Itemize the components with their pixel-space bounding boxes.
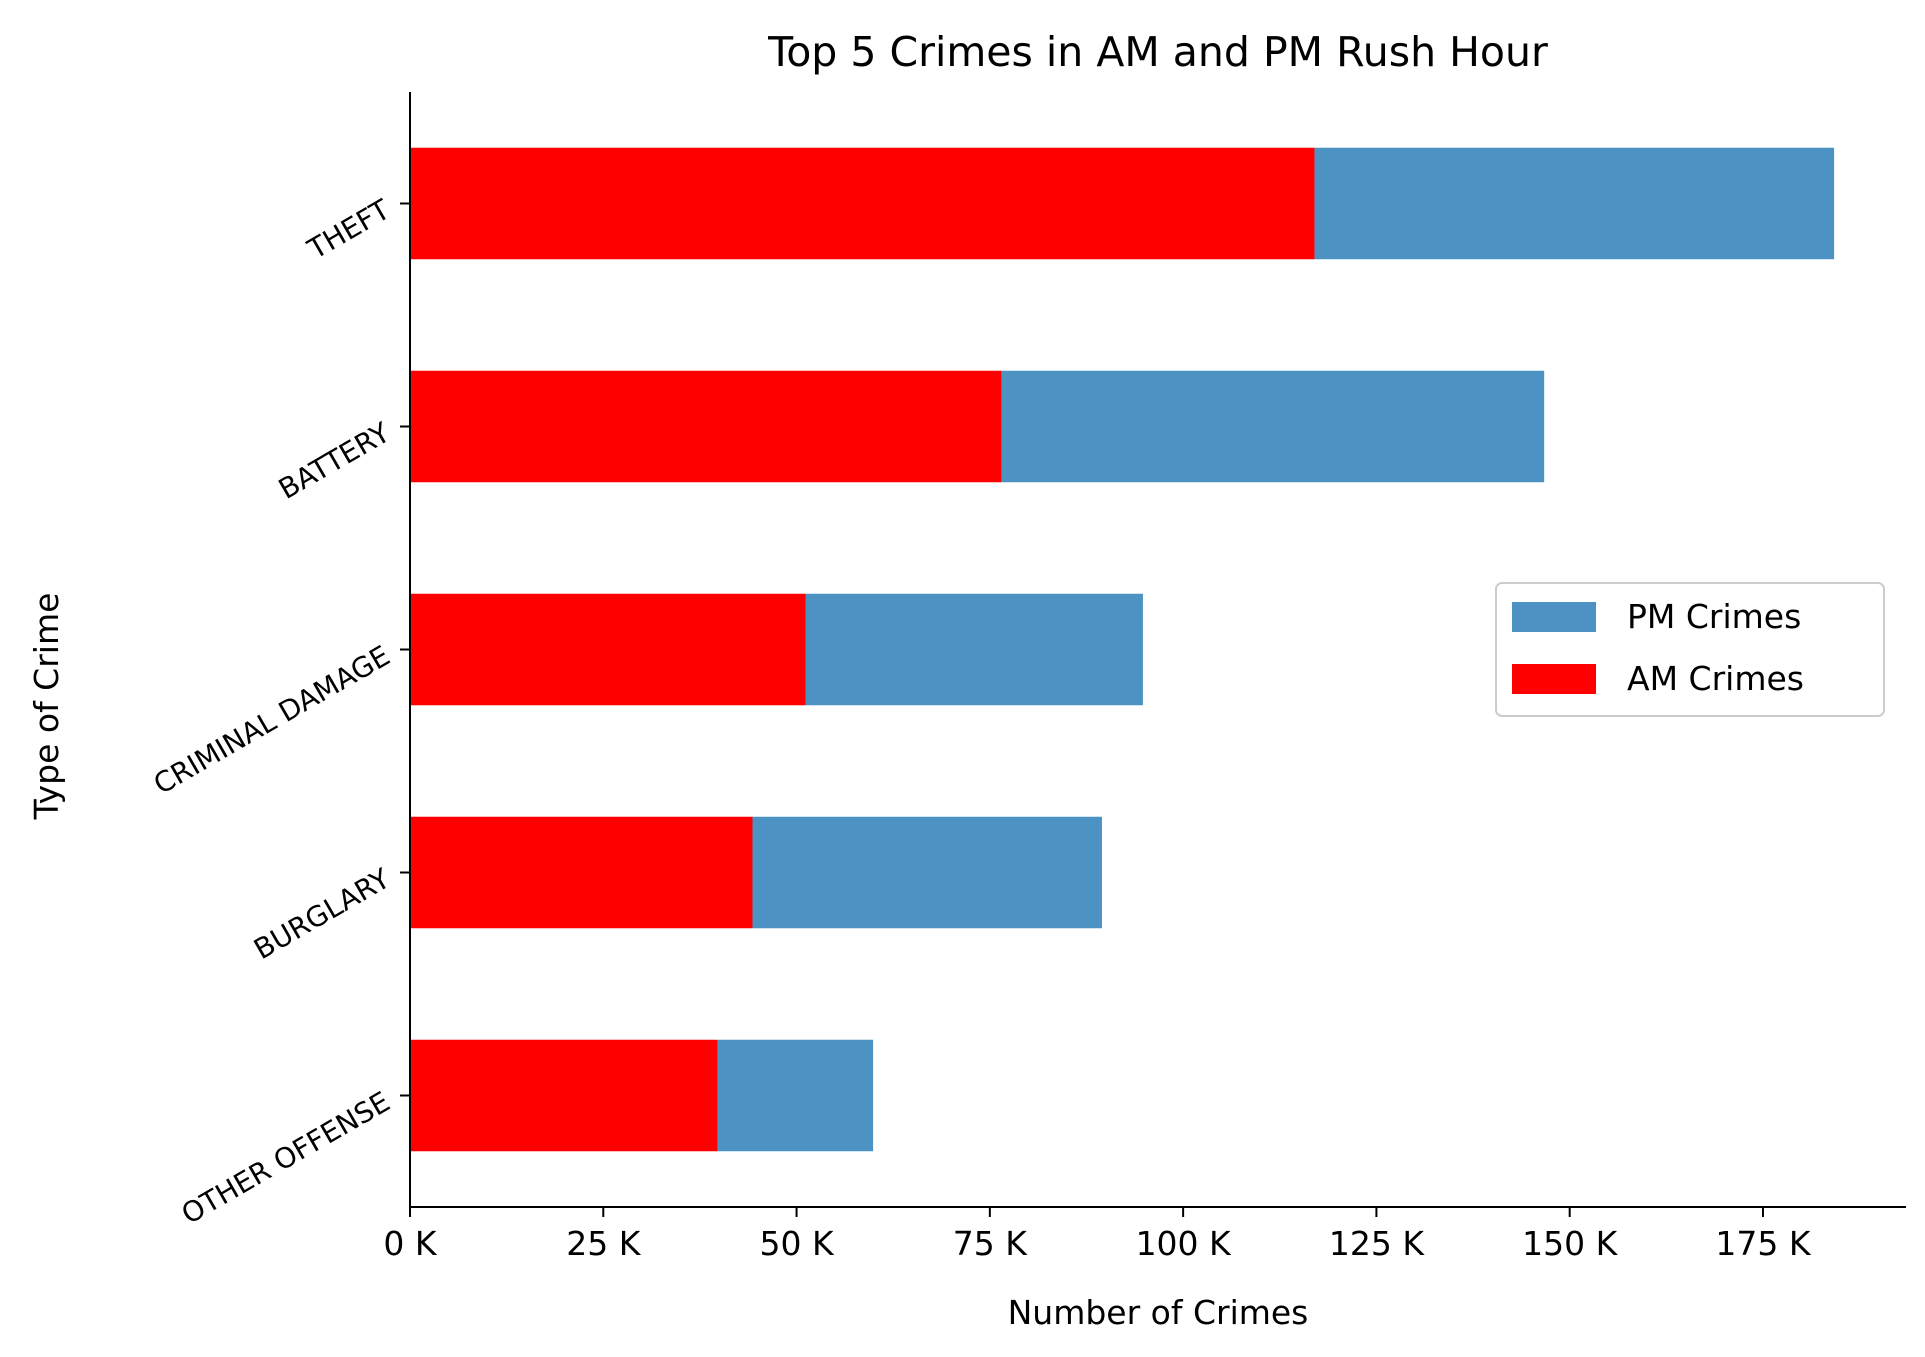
y-ticks-group: THEFT BATTERY CRIMINAL DAMAGE BURGLARY OTHER…	[148, 193, 410, 1231]
bar-pm-crimes-other-offense	[717, 1039, 874, 1152]
x-tick-label: 0 K	[383, 1224, 437, 1263]
legend-swatch-pm-crimes	[1512, 602, 1596, 632]
x-tick-label: 175 K	[1715, 1224, 1811, 1263]
bar-pm-crimes-battery	[1001, 370, 1545, 483]
y-tick-label: BURGLARY	[248, 862, 396, 967]
bar-pm-crimes-burglary	[752, 816, 1102, 929]
bar-am-crimes-burglary	[410, 816, 753, 929]
bar-am-crimes-other-offense	[410, 1039, 718, 1152]
bar-pm-crimes-criminal-damage	[805, 593, 1143, 706]
x-axis-label: Number of Crimes	[1008, 1293, 1309, 1332]
x-tick-label: 125 K	[1329, 1224, 1425, 1263]
legend: PM Crimes AM Crimes	[1495, 582, 1885, 717]
bars-group	[410, 147, 1835, 1152]
y-tick-label: OTHER OFFENSE	[176, 1085, 396, 1231]
bar-am-crimes-theft	[410, 147, 1315, 260]
legend-label-pm-crimes: PM Crimes	[1627, 597, 1801, 636]
x-ticks-group: 0 K 25 K 50 K 75 K 100 K 125 K 150 K 175 K	[383, 1207, 1812, 1263]
x-tick-label: 100 K	[1136, 1224, 1232, 1263]
y-tick-label: CRIMINAL DAMAGE	[148, 639, 395, 801]
chart-title: Top 5 Crimes in AM and PM Rush Hour	[767, 28, 1548, 76]
x-tick-label: 25 K	[566, 1224, 641, 1263]
x-tick-label: 50 K	[760, 1224, 835, 1263]
y-tick-label: BATTERY	[273, 416, 396, 506]
legend-label-am-crimes: AM Crimes	[1627, 659, 1804, 698]
x-tick-label: 150 K	[1522, 1224, 1618, 1263]
bar-am-crimes-criminal-damage	[410, 593, 806, 706]
x-tick-label: 75 K	[953, 1224, 1028, 1263]
bar-am-crimes-battery	[410, 370, 1002, 483]
bar-pm-crimes-theft	[1314, 147, 1835, 260]
legend-swatch-am-crimes	[1512, 664, 1596, 694]
y-tick-label: THEFT	[301, 193, 396, 267]
y-axis-label: Type of Crime	[27, 593, 66, 821]
